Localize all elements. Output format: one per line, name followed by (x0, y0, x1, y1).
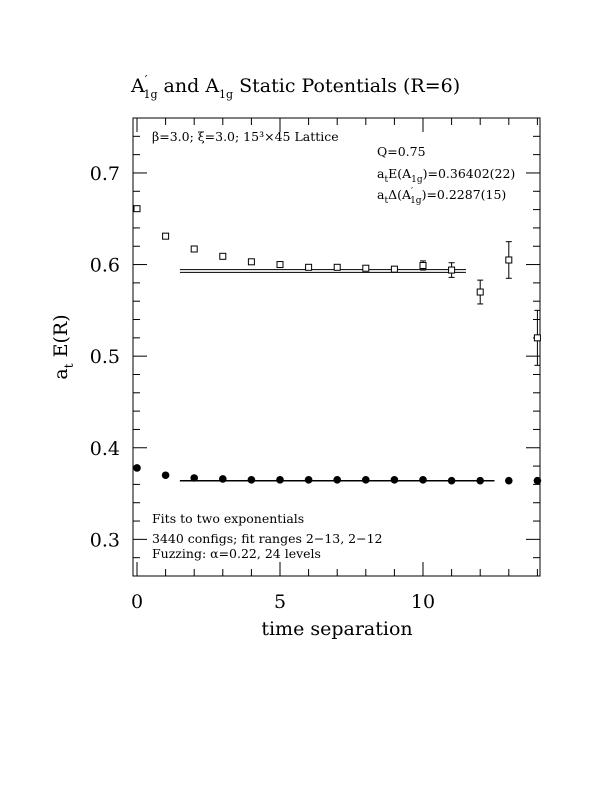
fit-lines (179, 269, 495, 482)
point-square (219, 252, 227, 260)
x-tick-label: 0 (131, 591, 143, 613)
point-circle (247, 476, 256, 484)
annotation-energy: atE(A1g)=0.36402(22) (377, 166, 515, 185)
point-square (448, 266, 456, 274)
point-square (133, 205, 141, 213)
point-circle (133, 464, 141, 472)
point-circle (190, 474, 198, 482)
point-circle (276, 476, 284, 484)
point-square (305, 263, 313, 271)
data-points (133, 205, 542, 485)
annotation-fuzzing: Fuzzing: α=0.22, 24 levels (152, 546, 321, 561)
chart-title: A′ 1g and A1g Static Potentials (R=6) (130, 73, 460, 101)
y-tick-label: 0.5 (90, 346, 120, 368)
error-bars (420, 241, 541, 366)
point-circle (304, 476, 313, 484)
plot-frame (132, 117, 541, 577)
point-square (333, 263, 341, 271)
point-circle (161, 471, 170, 480)
y-tick-label: 0.6 (90, 255, 120, 277)
annotation-configs: 3440 configs; fit ranges 2−13, 2−12 (152, 531, 383, 546)
point-square (390, 265, 398, 273)
point-circle (533, 476, 542, 485)
point-square (162, 232, 170, 240)
point-circle (362, 476, 370, 484)
axis-ticks (133, 118, 540, 576)
annotation-fits: Fits to two exponentials (152, 511, 304, 526)
annotation-lattice: β=3.0; ξ=3.0; 15³×45 Lattice (152, 129, 339, 144)
point-square (419, 261, 427, 269)
point-square (533, 334, 541, 342)
point-square (190, 245, 198, 253)
x-tick-label: 5 (274, 591, 286, 613)
axis-tick-labels: 0 5 10 0.3 0.4 0.5 0.6 0.7 (90, 163, 435, 613)
point-square (476, 288, 484, 296)
point-circle (447, 476, 456, 485)
x-axis-label: time separation (261, 618, 412, 640)
x-tick-label: 10 (411, 591, 435, 613)
annotation-q: Q=0.75 (377, 144, 426, 159)
point-square (247, 258, 255, 266)
point-circle (476, 476, 485, 485)
point-circle (219, 475, 227, 483)
y-tick-label: 0.7 (90, 163, 120, 185)
y-tick-label: 0.3 (90, 529, 120, 551)
point-square (362, 264, 370, 272)
point-circle (333, 476, 342, 484)
point-square (276, 261, 284, 269)
y-tick-label: 0.4 (90, 438, 120, 460)
point-circle (390, 476, 399, 484)
point-square (505, 256, 513, 264)
point-circle (505, 476, 513, 485)
y-axis-label: at E(R) (50, 314, 76, 379)
annotation-gap: atΔ(A′ 1g)=0.2287(15) (377, 187, 506, 206)
point-circle (419, 476, 427, 484)
